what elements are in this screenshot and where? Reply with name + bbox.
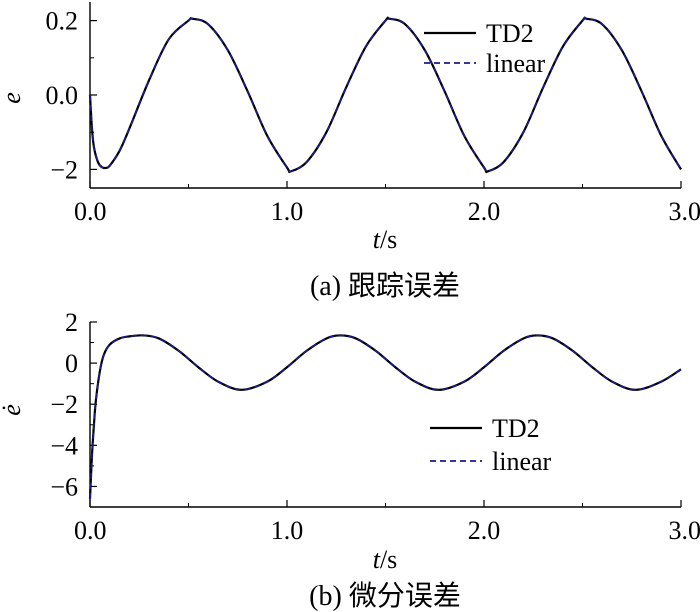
x-axis-label-var-b: t bbox=[373, 545, 381, 574]
y-axis-label-b: ė bbox=[0, 404, 26, 416]
legend-label-TD2: TD2 bbox=[492, 414, 540, 443]
x-tick-label: 1.0 bbox=[271, 516, 304, 545]
axes-a bbox=[89, 2, 681, 189]
chart-panel-b: 0.0 1.0 2.0 3.0 2 0 −2 −4 −6 TD2 linear ė t/s (b… bbox=[0, 308, 700, 612]
y-tick-label: 0 bbox=[65, 349, 78, 378]
x-ticks-a: 0.0 1.0 2.0 3.0 bbox=[74, 181, 700, 226]
x-axis-label-b: t/s bbox=[373, 545, 398, 574]
y-axis-label-a: e bbox=[0, 92, 26, 104]
x-tick-label: 3.0 bbox=[669, 516, 700, 545]
x-ticks-b: 0.0 1.0 2.0 3.0 bbox=[74, 500, 700, 545]
x-axis-label-unit-a: /s bbox=[380, 225, 397, 254]
caption-b: (b) 微分误差 bbox=[309, 580, 461, 612]
series-line-TD2 bbox=[88, 334, 682, 499]
y-ticks-b: 2 0 −2 −4 −6 bbox=[50, 308, 97, 501]
x-tick-label: 1.0 bbox=[271, 197, 304, 226]
series-group-a bbox=[88, 16, 682, 174]
legend-b: TD2 linear bbox=[430, 414, 552, 476]
x-tick-label: 3.0 bbox=[669, 197, 700, 226]
x-tick-label: 2.0 bbox=[468, 516, 501, 545]
legend-label-TD2: TD2 bbox=[486, 19, 534, 48]
x-tick-label: 0.0 bbox=[74, 516, 107, 545]
series-line-linear bbox=[89, 334, 682, 499]
y-tick-label: −6 bbox=[50, 472, 78, 501]
caption-a: (a) 跟踪误差 bbox=[310, 270, 460, 302]
legend-label-linear: linear bbox=[492, 447, 552, 476]
x-tick-label: 2.0 bbox=[468, 197, 501, 226]
x-axis-label-unit-b: /s bbox=[380, 545, 397, 574]
y-tick-label: 0.2 bbox=[46, 7, 79, 36]
series-group-b bbox=[88, 334, 682, 499]
y-ticks-a: 0.2 0.0 −2 bbox=[46, 7, 97, 184]
y-tick-label: −2 bbox=[50, 390, 78, 419]
legend-label-linear: linear bbox=[486, 49, 546, 78]
y-tick-label: −4 bbox=[50, 431, 78, 460]
series-line-TD2 bbox=[88, 16, 682, 174]
y-tick-label: −2 bbox=[50, 155, 78, 184]
x-tick-label: 0.0 bbox=[74, 197, 107, 226]
y-tick-label: 2 bbox=[65, 308, 78, 337]
x-axis-label-var-a: t bbox=[373, 225, 381, 254]
series-line-linear bbox=[89, 16, 682, 173]
y-tick-label: 0.0 bbox=[46, 81, 79, 110]
x-axis-label-a: t/s bbox=[373, 225, 398, 254]
